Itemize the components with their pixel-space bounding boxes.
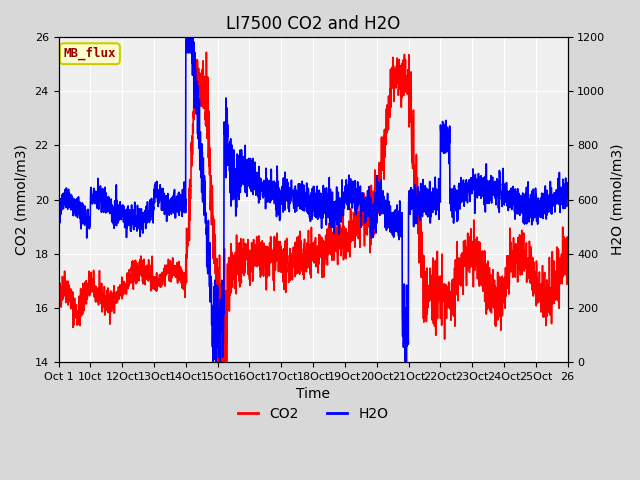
H2O	[83, 216, 91, 222]
H2O	[209, 359, 217, 365]
H2O	[461, 182, 469, 188]
CO2	[461, 255, 469, 261]
H2O	[451, 190, 459, 196]
CO2	[124, 279, 132, 285]
H2O	[564, 180, 572, 186]
CO2	[167, 279, 175, 285]
Y-axis label: H2O (mmol/m3): H2O (mmol/m3)	[611, 144, 625, 255]
Title: LI7500 CO2 and H2O: LI7500 CO2 and H2O	[226, 15, 400, 33]
CO2	[451, 300, 459, 306]
CO2	[54, 293, 62, 299]
CO2	[564, 257, 572, 263]
X-axis label: Time: Time	[296, 387, 330, 401]
Line: CO2: CO2	[58, 52, 568, 362]
H2O	[390, 217, 397, 223]
H2O	[167, 206, 175, 212]
H2O	[54, 220, 62, 226]
Y-axis label: CO2 (mmol/m3): CO2 (mmol/m3)	[15, 144, 29, 255]
Legend: CO2, H2O: CO2, H2O	[232, 401, 394, 426]
CO2	[214, 359, 222, 365]
H2O	[124, 209, 132, 215]
CO2	[83, 296, 91, 302]
Text: MB_flux: MB_flux	[63, 47, 116, 60]
CO2	[390, 63, 397, 69]
H2O	[182, 35, 190, 40]
Line: H2O: H2O	[58, 37, 568, 362]
CO2	[203, 49, 211, 55]
